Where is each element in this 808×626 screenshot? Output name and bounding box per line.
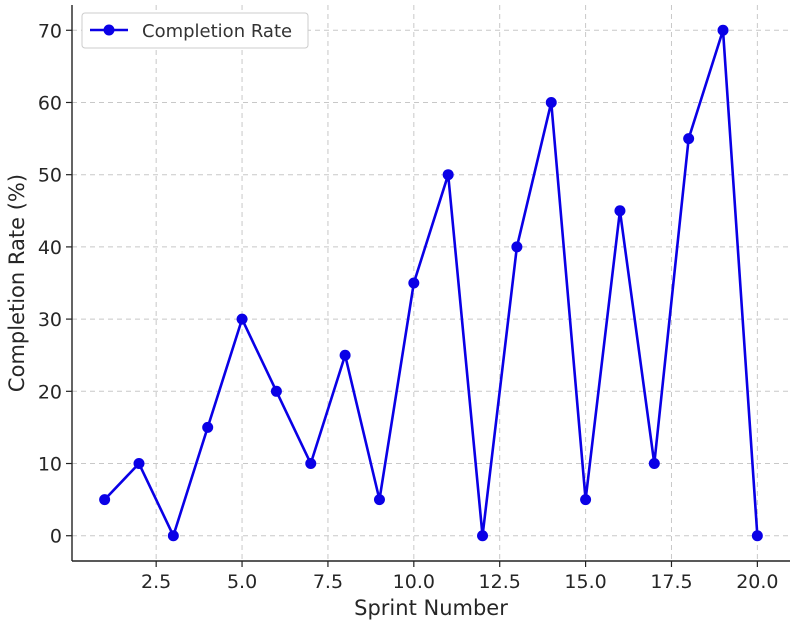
x-tick-label: 17.5 <box>650 571 692 593</box>
legend-box <box>81 12 309 49</box>
data-point <box>202 421 214 433</box>
data-point <box>236 313 248 325</box>
data-point <box>133 458 145 470</box>
x-tick-label: 15.0 <box>564 571 606 593</box>
series-layer <box>99 24 763 542</box>
data-point <box>99 494 111 506</box>
legend-marker <box>103 24 115 36</box>
series-line <box>103 28 759 538</box>
y-tick-label: 10 <box>38 454 62 476</box>
data-point <box>167 530 179 542</box>
x-tick-label: 10.0 <box>393 571 435 593</box>
y-tick-label: 40 <box>38 237 62 259</box>
data-point <box>580 494 592 506</box>
x-tick-label: 7.5 <box>313 571 343 593</box>
data-point <box>648 458 660 470</box>
y-ticks: 0 10 20 30 40 50 60 70 <box>38 20 72 548</box>
data-point <box>408 277 420 289</box>
y-axis-title: Completion Rate (%) <box>5 174 29 392</box>
x-tick-label: 2.5 <box>141 571 171 593</box>
data-point <box>442 169 454 181</box>
x-tick-label: 5.0 <box>227 571 257 593</box>
data-point <box>339 349 351 361</box>
y-tick-label: 0 <box>50 526 62 548</box>
y-tick-label: 70 <box>38 20 62 42</box>
data-point <box>373 494 385 506</box>
data-point <box>614 205 626 217</box>
y-tick-label: 20 <box>38 381 62 403</box>
data-point <box>477 530 489 542</box>
y-tick-label: 50 <box>38 165 62 187</box>
data-point <box>683 133 695 145</box>
y-tick-label: 30 <box>38 309 62 331</box>
data-point <box>545 96 557 108</box>
y-tick-label: 60 <box>38 92 62 114</box>
x-ticks: 2.5 5.0 7.5 10.0 12.5 15.0 17.5 20.0 <box>141 561 779 593</box>
grid <box>72 5 790 561</box>
data-point <box>717 24 729 36</box>
x-tick-label: 12.5 <box>479 571 521 593</box>
axes <box>71 5 790 562</box>
legend-label: Completion Rate <box>142 21 292 42</box>
data-point <box>751 530 763 542</box>
data-point <box>511 241 523 253</box>
legend: Completion Rate <box>81 12 309 49</box>
data-point <box>270 385 282 397</box>
data-point <box>305 458 317 470</box>
x-tick-label: 20.0 <box>736 571 778 593</box>
x-axis-title: Sprint Number <box>354 596 508 620</box>
